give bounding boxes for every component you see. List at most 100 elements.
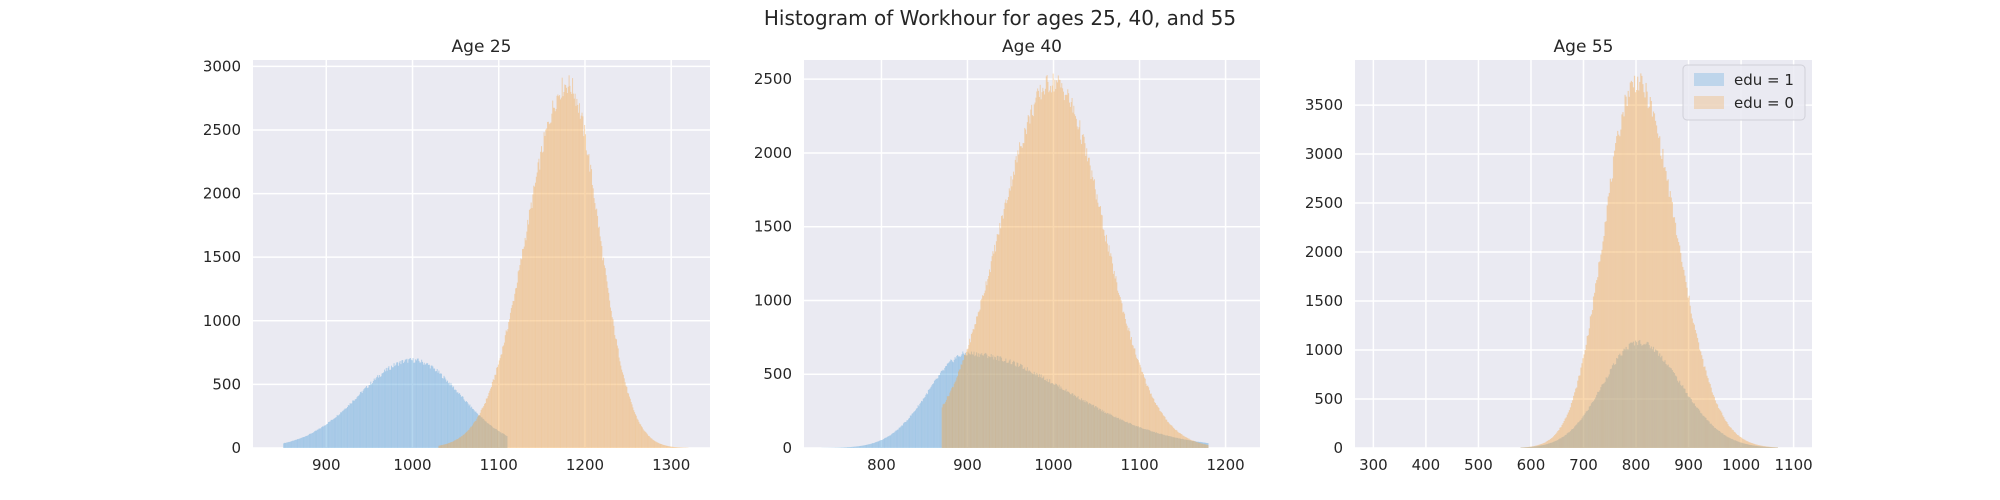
histogram-bar-edu-1 — [1714, 427, 1717, 448]
histogram-bar-edu-1 — [407, 362, 409, 448]
histogram-bar-edu-1 — [1105, 413, 1108, 448]
histogram-bar-edu-1 — [904, 422, 906, 448]
histogram-bar-edu-0 — [672, 446, 674, 448]
histogram-bar-edu-1 — [1007, 362, 1009, 448]
histogram-bar-edu-1 — [1197, 441, 1199, 448]
histogram-bar-edu-1 — [1077, 396, 1079, 448]
histogram-bar-edu-1 — [864, 445, 866, 448]
histogram-bar-edu-0 — [1565, 417, 1567, 448]
histogram-bar-edu-1 — [1184, 439, 1186, 448]
histogram-bar-edu-1 — [1041, 378, 1043, 448]
histogram-bar-edu-0 — [527, 219, 529, 448]
histogram-bar-edu-0 — [1206, 444, 1208, 448]
histogram-bar-edu-0 — [1663, 167, 1665, 448]
histogram-bar-edu-0 — [551, 113, 553, 448]
histogram-bar-edu-0 — [593, 198, 595, 448]
panel-age-55: 300 400 500 600 700 800 900 1000 1100 0500100015… — [1305, 37, 1813, 474]
histogram-bar-edu-1 — [1161, 433, 1163, 448]
histogram-bar-edu-1 — [1764, 446, 1766, 448]
histogram-bar-edu-0 — [1755, 444, 1757, 448]
histogram-bar-edu-1 — [1763, 446, 1765, 448]
histogram-bar-edu-1 — [1713, 427, 1715, 448]
histogram-bar-edu-1 — [1148, 429, 1150, 448]
histogram-bar-edu-0 — [499, 358, 501, 448]
histogram-bar-edu-1 — [1688, 396, 1690, 448]
histogram-bar-edu-1 — [1204, 442, 1206, 448]
histogram-bar-edu-0 — [635, 415, 637, 448]
histogram-bar-edu-1 — [1726, 436, 1728, 448]
histogram-bar-edu-0 — [1649, 97, 1651, 448]
histogram-bar-edu-1 — [946, 363, 948, 448]
histogram-bar-edu-1 — [873, 442, 875, 448]
histogram-bar-edu-0 — [603, 257, 605, 448]
histogram-bar-edu-0 — [464, 433, 466, 448]
histogram-bar-edu-0 — [1105, 234, 1108, 448]
histogram-bar-edu-1 — [1113, 416, 1115, 448]
histogram-bar-edu-1 — [311, 433, 313, 448]
histogram-bar-edu-1 — [1634, 340, 1637, 448]
histogram-bar-edu-1 — [406, 358, 408, 448]
histogram-bar-edu-0 — [1711, 392, 1713, 448]
histogram-bar-edu-1 — [986, 354, 988, 448]
histogram-bar-edu-0 — [572, 93, 574, 448]
histogram-bar-edu-0 — [1554, 434, 1556, 448]
histogram-bar-edu-0 — [981, 298, 983, 448]
histogram-bar-edu-1 — [1149, 430, 1151, 448]
histogram-bar-edu-1 — [1139, 427, 1141, 448]
y-tick-label: 1500 — [1305, 292, 1343, 310]
histogram-bar-edu-1 — [403, 361, 405, 448]
histogram-bar-edu-0 — [1612, 156, 1615, 448]
histogram-bar-edu-0 — [1113, 270, 1115, 448]
histogram-bar-edu-1 — [351, 403, 353, 448]
histogram-bar-edu-0 — [1594, 292, 1596, 448]
x-tick-labels: 800 900 1000 1100 1200 — [867, 456, 1245, 474]
histogram-bar-edu-1 — [1047, 381, 1049, 448]
histogram-bar-edu-1 — [1706, 420, 1708, 448]
histogram-bar-edu-0 — [1736, 434, 1739, 448]
histogram-bar-edu-1 — [461, 395, 463, 448]
y-tick-label: 500 — [763, 365, 792, 383]
histogram-bar-edu-0 — [1177, 431, 1179, 448]
histogram-bar-edu-0 — [1149, 393, 1151, 448]
histogram-bar-edu-0 — [632, 407, 634, 448]
histogram-bar-edu-0 — [1109, 255, 1111, 448]
histogram-bar-edu-1 — [1087, 404, 1089, 448]
histogram-bar-edu-0 — [535, 176, 537, 448]
histogram-bar-edu-0 — [526, 231, 528, 448]
histogram-bar-edu-1 — [963, 353, 965, 448]
histogram-bar-edu-0 — [1086, 148, 1088, 448]
histogram-bar-edu-1 — [1529, 446, 1532, 448]
histogram-bar-edu-0 — [999, 223, 1001, 448]
histogram-bar-edu-0 — [1012, 179, 1014, 448]
histogram-bar-edu-0 — [1082, 134, 1084, 449]
histogram-bar-edu-0 — [1025, 134, 1027, 448]
histogram-bar-edu-0 — [1165, 419, 1167, 448]
histogram-bar-edu-0 — [1580, 367, 1582, 448]
histogram-bar-edu-0 — [541, 152, 543, 448]
histogram-bar-edu-1 — [966, 355, 968, 448]
histogram-bar-edu-0 — [459, 437, 461, 448]
histogram-bar-edu-1 — [422, 361, 424, 448]
histogram-bar-edu-1 — [1099, 408, 1101, 448]
histogram-bar-edu-1 — [987, 358, 989, 448]
histogram-bar-edu-1 — [342, 410, 344, 448]
histogram-bar-edu-0 — [1101, 215, 1103, 448]
histogram-bar-edu-1 — [1081, 400, 1083, 448]
histogram-bar-edu-0 — [952, 387, 954, 448]
histogram-bar-edu-1 — [1745, 443, 1747, 448]
histogram-bar-edu-0 — [1095, 199, 1097, 448]
histogram-bar-edu-0 — [1087, 157, 1089, 449]
histogram-bar-edu-1 — [931, 385, 933, 448]
histogram-bar-edu-0 — [600, 241, 602, 448]
histogram-bar-edu-0 — [1135, 354, 1137, 448]
histogram-bar-edu-1 — [982, 355, 984, 448]
histogram-bar-edu-0 — [1622, 112, 1624, 449]
histogram-bar-edu-1 — [847, 447, 849, 448]
histogram-bar-edu-1 — [1189, 440, 1191, 448]
histogram-bar-edu-0 — [653, 440, 655, 448]
histogram-bar-edu-1 — [332, 419, 334, 448]
histogram-bar-edu-0 — [659, 443, 661, 448]
histogram-bar-edu-1 — [920, 402, 922, 448]
histogram-bar-edu-0 — [679, 447, 681, 448]
histogram-bar-edu-1 — [1551, 442, 1554, 448]
